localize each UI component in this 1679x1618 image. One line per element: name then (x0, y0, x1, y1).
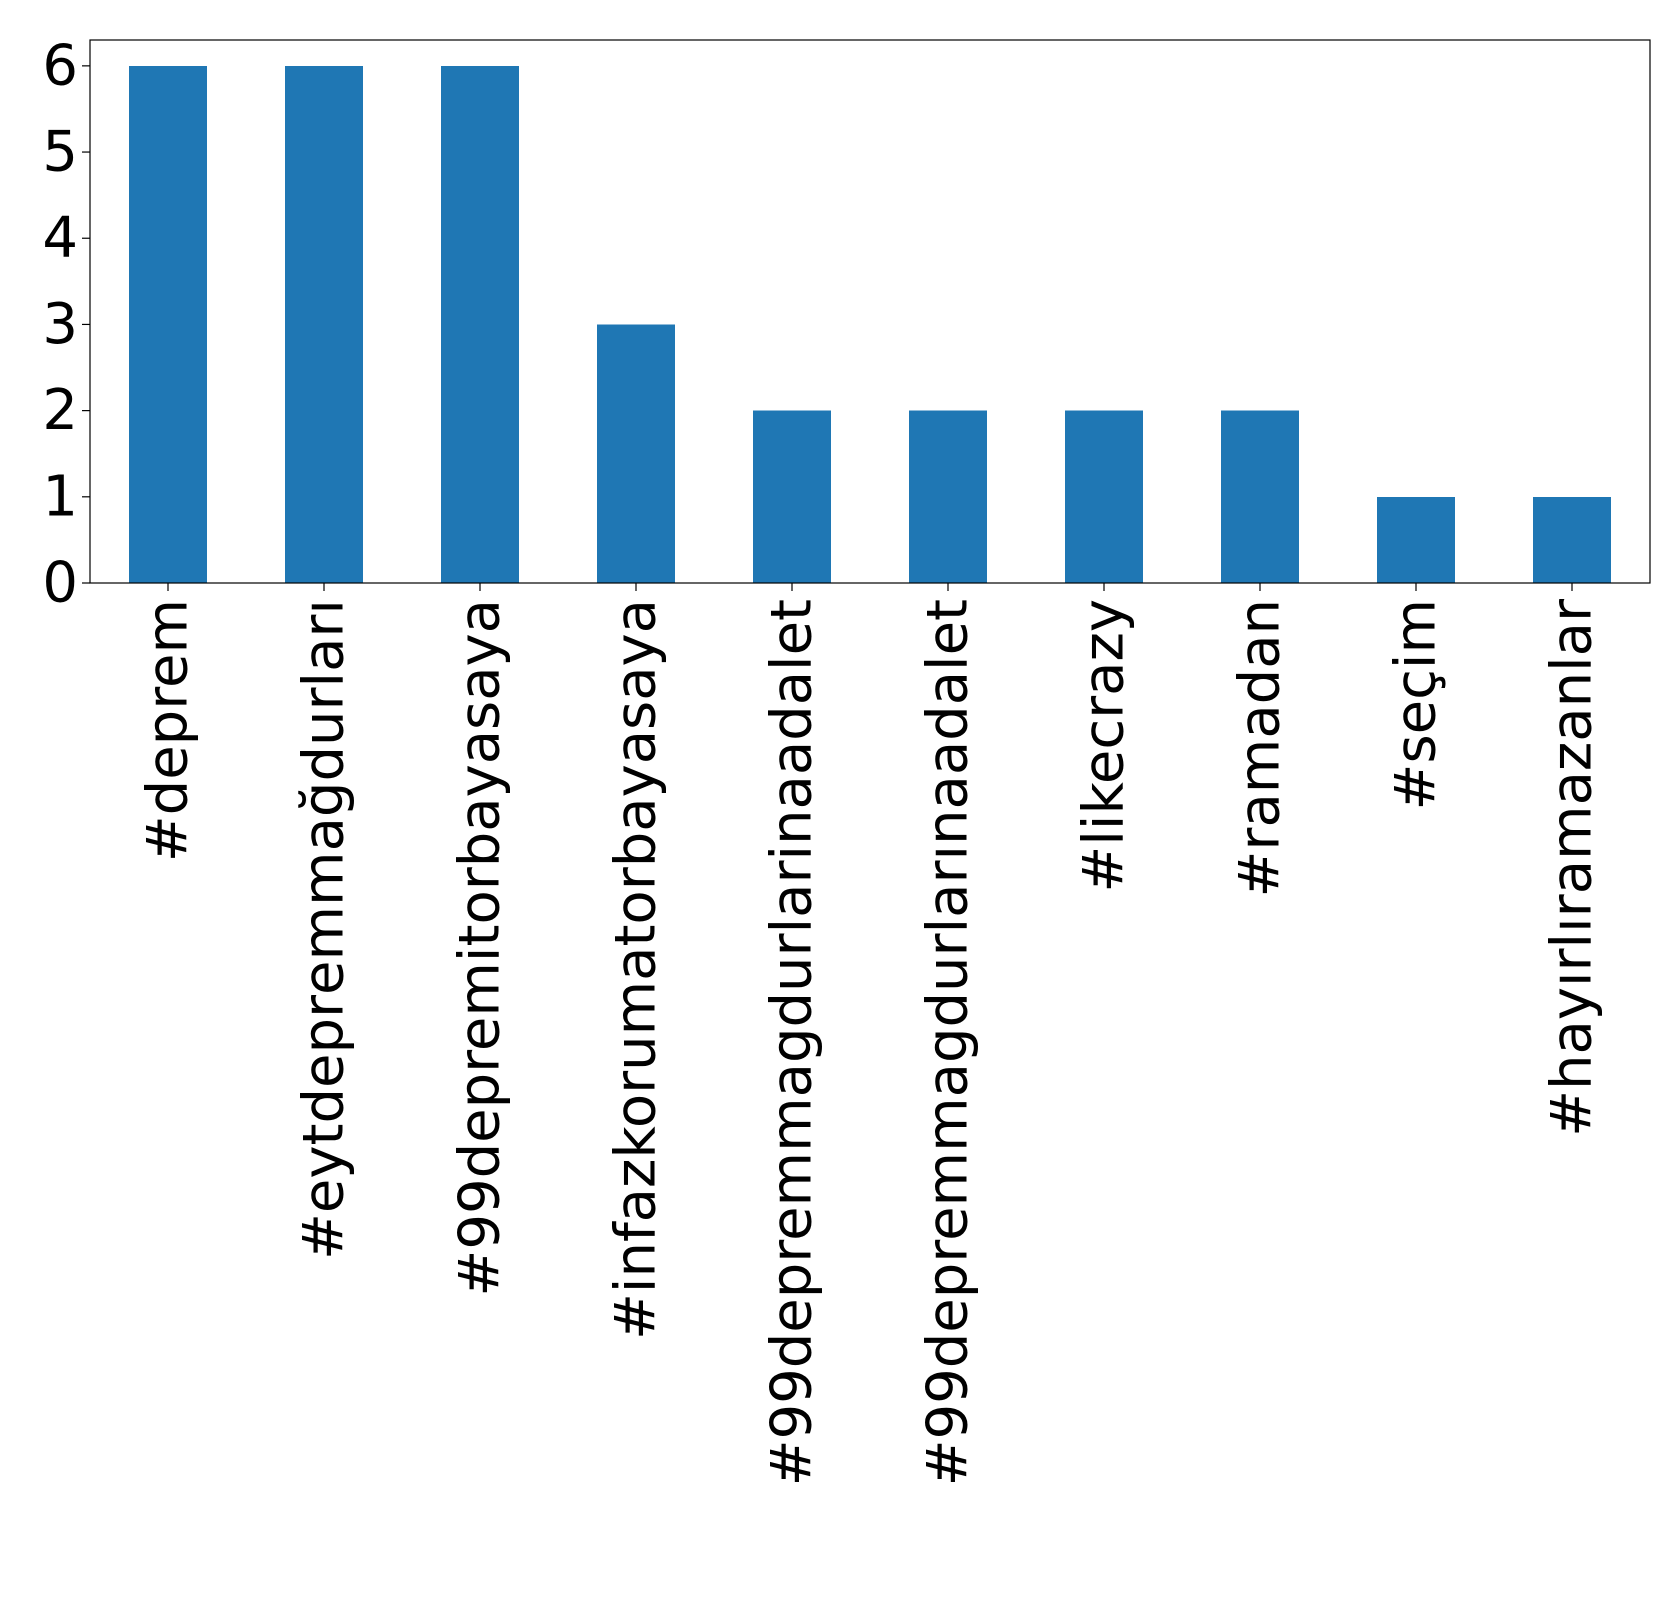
plot-frame (89, 39, 1651, 584)
x-tick-label: #likecrazy (1072, 599, 1137, 893)
x-tick-label: #99depremitorbayasaya (448, 599, 513, 1297)
bar (1221, 410, 1299, 583)
bar (1065, 410, 1143, 583)
y-axis: 0 1 2 3 4 5 6 (42, 33, 90, 616)
y-tick-label: 6 (42, 33, 78, 98)
bar (1533, 496, 1611, 583)
x-tick-label: #seçim (1384, 599, 1449, 810)
y-tick-label: 5 (42, 120, 78, 185)
y-tick-label: 4 (42, 206, 78, 271)
x-tick-label: #deprem (136, 599, 201, 862)
bar (129, 65, 207, 584)
bar (753, 410, 831, 583)
bars-group (129, 65, 1611, 584)
bar (909, 410, 987, 583)
bar (597, 324, 675, 583)
bar (1377, 496, 1455, 583)
x-tick-label: #99depremmagdurlarinaadalet (760, 599, 825, 1486)
x-tick-label: #infazkorumatorbayasaya (604, 599, 669, 1340)
x-tick-label: #99depremmagdurlarınaadalet (916, 599, 981, 1486)
x-tick-label: #hayırlıramazanlar (1540, 598, 1605, 1137)
bar (285, 65, 363, 584)
y-tick-label: 0 (42, 551, 78, 616)
y-tick-label: 2 (42, 378, 78, 443)
x-tick-label: #eytdeprеmmağdurları (292, 599, 357, 1260)
y-tick-label: 1 (42, 464, 78, 529)
x-tick-label: #ramadan (1228, 599, 1293, 897)
x-axis: #deprem #eytdeprеmmağdurları #99depremitor… (136, 583, 1605, 1486)
bar (441, 65, 519, 584)
y-tick-label: 3 (42, 292, 78, 357)
